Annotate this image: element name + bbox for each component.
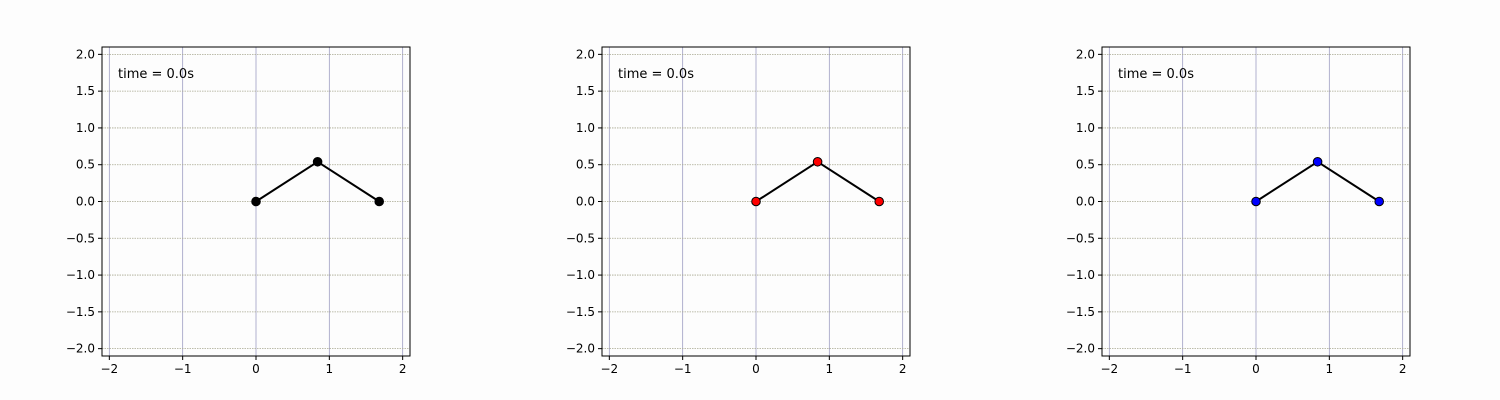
y-tick-label: 0.5 — [1076, 158, 1095, 172]
x-tick-label: −1 — [174, 362, 192, 376]
x-tick-label: −2 — [600, 362, 618, 376]
x-tick-label: −2 — [1100, 362, 1118, 376]
x-tick-label: 2 — [399, 362, 407, 376]
y-tick-label: 1.0 — [576, 121, 595, 135]
pendulum-marker — [312, 156, 323, 167]
pendulum-marker — [812, 156, 823, 167]
y-tick-label: −1.5 — [1066, 305, 1095, 319]
x-tick-label: −1 — [674, 362, 692, 376]
y-tick-label: 2.0 — [576, 47, 595, 61]
subplot-2: −2 −1 0 1 2 2.0 1.5 1.0 0.5 0.0 −0.5 −1.0 −1.5 −2.0 ti… — [566, 46, 911, 376]
y-tick-label: −0.5 — [1066, 231, 1095, 245]
pendulum-marker — [1312, 156, 1323, 167]
time-annotation: time = 0.0s — [618, 67, 694, 82]
y-tick-label: −0.5 — [66, 231, 95, 245]
y-tick-label: 1.5 — [576, 84, 595, 98]
pendulum-marker — [751, 196, 761, 207]
y-tick-label: 0.5 — [76, 158, 95, 172]
subplot-1: −2 −1 0 1 2 2.0 1.5 1.0 0.5 0.0 −0.5 −1.0 −1.5 −2.0 ti… — [66, 46, 411, 376]
x-tick-label: 2 — [899, 362, 907, 376]
y-tick-label: −2.0 — [566, 342, 595, 356]
y-tick-label: 0.0 — [1076, 195, 1095, 209]
x-tick-label: 0 — [1252, 362, 1260, 376]
time-annotation: time = 0.0s — [1118, 67, 1194, 82]
y-tick-label: 2.0 — [1076, 47, 1095, 61]
pendulum-marker — [1251, 196, 1261, 207]
pendulum-marker — [1374, 196, 1384, 207]
y-tick-label: −1.0 — [1066, 268, 1095, 282]
x-tick-label: 2 — [1399, 362, 1407, 376]
y-tick-label: 0.0 — [76, 195, 95, 209]
x-tick-label: −1 — [1174, 362, 1192, 376]
time-annotation: time = 0.0s — [118, 67, 194, 82]
pendulum-marker — [251, 196, 261, 207]
y-tick-label: 0.5 — [576, 158, 595, 172]
y-tick-label: 1.5 — [76, 84, 95, 98]
y-tick-label: 0.0 — [576, 195, 595, 209]
y-tick-label: 1.0 — [76, 121, 95, 135]
y-tick-label: −1.0 — [66, 268, 95, 282]
y-tick-label: 2.0 — [76, 47, 95, 61]
y-tick-label: −1.5 — [66, 305, 95, 319]
x-tick-label: 0 — [252, 362, 260, 376]
y-tick-label: −2.0 — [66, 342, 95, 356]
y-tick-label: −1.0 — [566, 268, 595, 282]
y-tick-label: −2.0 — [1066, 342, 1095, 356]
y-tick-label: 1.5 — [1076, 84, 1095, 98]
x-tick-label: −2 — [100, 362, 118, 376]
x-tick-label: 1 — [826, 362, 834, 376]
x-tick-label: 1 — [1326, 362, 1334, 376]
y-tick-label: −1.5 — [566, 305, 595, 319]
pendulum-marker — [874, 196, 885, 207]
y-tick-label: −0.5 — [566, 231, 595, 245]
x-tick-label: 1 — [326, 362, 334, 376]
x-tick-label: 0 — [752, 362, 760, 376]
pendulum-marker — [374, 196, 385, 207]
subplot-3: −2 −1 0 1 2 2.0 1.5 1.0 0.5 0.0 −0.5 −1.0 −1.5 −2.0 ti… — [1066, 46, 1411, 376]
y-tick-label: 1.0 — [1076, 121, 1095, 135]
